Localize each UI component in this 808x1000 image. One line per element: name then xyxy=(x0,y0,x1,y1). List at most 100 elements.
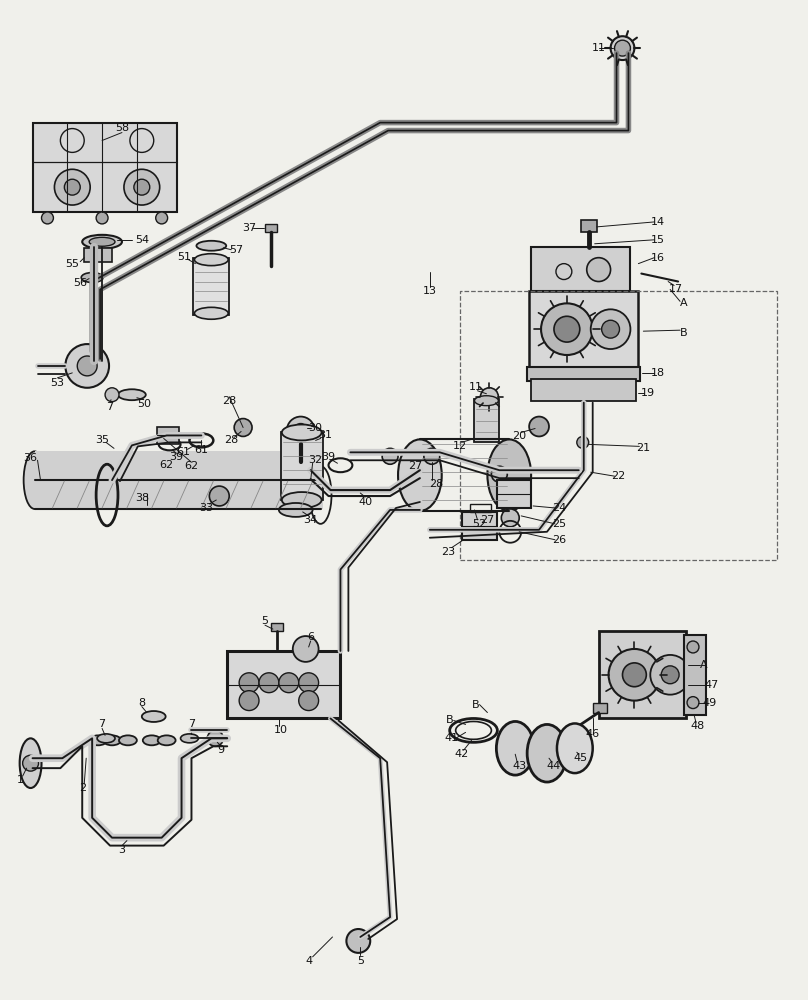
Text: 27: 27 xyxy=(408,461,422,471)
Bar xyxy=(461,512,498,540)
Text: 56: 56 xyxy=(74,278,87,288)
Text: 61: 61 xyxy=(195,445,208,455)
Text: 5: 5 xyxy=(357,956,364,966)
Text: 20: 20 xyxy=(512,431,526,441)
Circle shape xyxy=(259,673,279,693)
Circle shape xyxy=(622,663,646,687)
Circle shape xyxy=(541,303,593,355)
Ellipse shape xyxy=(279,503,313,517)
Text: 39: 39 xyxy=(322,452,335,462)
Text: 5: 5 xyxy=(262,616,268,626)
Ellipse shape xyxy=(282,492,322,508)
Bar xyxy=(193,258,229,315)
Text: 24: 24 xyxy=(552,503,566,513)
Text: 17: 17 xyxy=(669,284,684,294)
Text: 13: 13 xyxy=(423,286,437,296)
Circle shape xyxy=(611,36,634,60)
Bar xyxy=(35,451,322,509)
Text: 11: 11 xyxy=(469,382,482,392)
Circle shape xyxy=(294,424,308,437)
Ellipse shape xyxy=(89,735,107,745)
Bar xyxy=(599,631,686,718)
Text: 46: 46 xyxy=(586,729,600,739)
Text: 14: 14 xyxy=(651,217,665,227)
Text: 12: 12 xyxy=(452,441,467,451)
Text: 28: 28 xyxy=(222,396,236,406)
Text: 52: 52 xyxy=(473,519,486,529)
Ellipse shape xyxy=(103,735,121,745)
Ellipse shape xyxy=(398,439,442,511)
Text: 7: 7 xyxy=(188,719,195,729)
Text: 45: 45 xyxy=(574,753,588,763)
Text: 16: 16 xyxy=(651,253,665,263)
Circle shape xyxy=(577,436,589,448)
Text: 32: 32 xyxy=(309,455,322,465)
Text: 28: 28 xyxy=(429,479,443,489)
Text: 36: 36 xyxy=(23,453,38,463)
Text: 26: 26 xyxy=(552,535,566,545)
Text: 18: 18 xyxy=(651,368,665,378)
Circle shape xyxy=(382,448,398,464)
Ellipse shape xyxy=(82,273,103,283)
Circle shape xyxy=(347,929,370,953)
Text: 47: 47 xyxy=(705,680,719,690)
Circle shape xyxy=(239,673,259,693)
Circle shape xyxy=(424,448,440,464)
Text: 1: 1 xyxy=(17,775,24,785)
Ellipse shape xyxy=(195,254,228,266)
Text: 43: 43 xyxy=(512,761,526,771)
Circle shape xyxy=(501,509,520,527)
Ellipse shape xyxy=(487,439,531,511)
Text: A: A xyxy=(680,298,688,308)
Circle shape xyxy=(287,417,314,444)
Text: 34: 34 xyxy=(304,515,318,525)
Text: 41: 41 xyxy=(444,733,459,743)
Circle shape xyxy=(209,486,229,506)
Circle shape xyxy=(23,755,39,771)
Ellipse shape xyxy=(195,307,228,319)
Text: 61: 61 xyxy=(176,447,191,457)
Text: 15: 15 xyxy=(651,235,665,245)
Ellipse shape xyxy=(527,724,567,782)
Bar xyxy=(531,247,630,291)
Circle shape xyxy=(529,417,549,436)
Text: 2: 2 xyxy=(78,783,86,793)
Text: B: B xyxy=(446,715,453,725)
Text: 19: 19 xyxy=(642,388,655,398)
Circle shape xyxy=(292,636,318,662)
Text: 9: 9 xyxy=(217,745,225,755)
Text: 31: 31 xyxy=(318,430,333,440)
Ellipse shape xyxy=(89,237,115,246)
Bar xyxy=(527,367,641,381)
Circle shape xyxy=(299,691,318,711)
Text: 11: 11 xyxy=(591,43,606,53)
Text: 22: 22 xyxy=(612,471,625,481)
Ellipse shape xyxy=(474,396,499,406)
Text: 58: 58 xyxy=(115,123,129,133)
Circle shape xyxy=(615,40,630,56)
Circle shape xyxy=(299,673,318,693)
Circle shape xyxy=(134,179,149,195)
Text: 49: 49 xyxy=(703,698,717,708)
Text: 44: 44 xyxy=(547,761,561,771)
Bar xyxy=(581,220,596,232)
Text: 42: 42 xyxy=(454,749,469,759)
Text: 7: 7 xyxy=(107,402,114,412)
Text: 28: 28 xyxy=(224,435,238,445)
Circle shape xyxy=(239,691,259,711)
Text: 30: 30 xyxy=(309,423,322,433)
Text: 23: 23 xyxy=(440,547,455,557)
Ellipse shape xyxy=(19,738,41,788)
Ellipse shape xyxy=(282,425,322,440)
Text: 40: 40 xyxy=(358,497,372,507)
Bar xyxy=(265,224,277,232)
Circle shape xyxy=(41,212,53,224)
Bar xyxy=(593,703,607,713)
Bar xyxy=(281,432,322,500)
Ellipse shape xyxy=(118,389,145,400)
Text: 50: 50 xyxy=(137,399,151,409)
Text: 35: 35 xyxy=(95,435,109,445)
Circle shape xyxy=(481,388,499,406)
Text: 62: 62 xyxy=(184,461,199,471)
Circle shape xyxy=(78,356,97,376)
